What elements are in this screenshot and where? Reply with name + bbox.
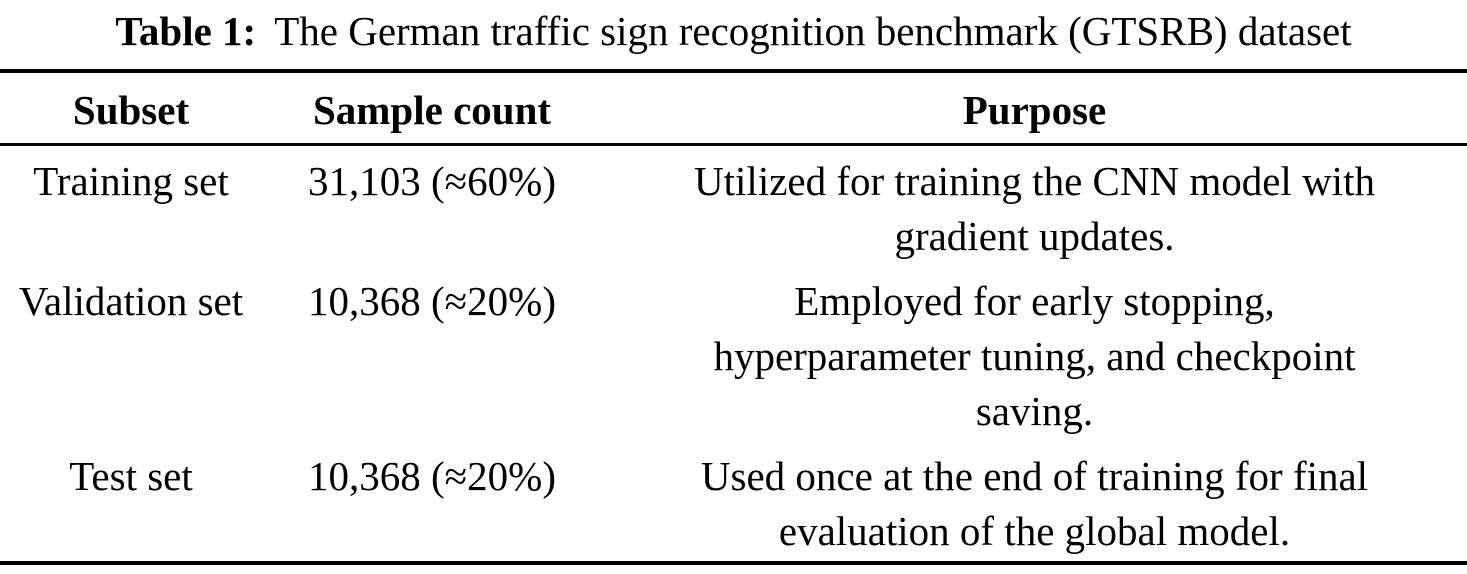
sample-count-cell: 10,368 (≈20%) <box>308 453 556 499</box>
table-row: Test set 10,368 (≈20%) Used once at the … <box>0 441 1467 563</box>
purpose-text: Utilized for training the CNN model with… <box>694 158 1375 259</box>
gtsrb-dataset-table: Subset Sample count Purpose Training set… <box>0 69 1467 565</box>
purpose-cell: Used once at the end of training for fin… <box>602 441 1467 563</box>
purpose-cell: Employed for early stopping, hyperparame… <box>602 266 1467 441</box>
purpose-cell: Utilized for training the CNN model with… <box>602 145 1467 267</box>
table-caption-text: The German traffic sign recognition benc… <box>274 8 1352 54</box>
table-row: Training set 31,103 (≈60%) Utilized for … <box>0 145 1467 267</box>
subset-cell: Validation set <box>18 278 244 324</box>
subset-cell: Training set <box>33 158 229 204</box>
purpose-text: Used once at the end of training for fin… <box>700 453 1369 554</box>
subset-cell: Test set <box>69 453 193 499</box>
column-header-purpose: Purpose <box>602 71 1467 146</box>
table-caption: Table 1: The German traffic sign recognit… <box>0 0 1467 69</box>
table-caption-label: Table 1: <box>115 8 257 54</box>
column-header-subset: Subset <box>0 71 262 146</box>
table-header-row: Subset Sample count Purpose <box>0 71 1467 146</box>
column-header-sample-count: Sample count <box>262 71 602 146</box>
purpose-text: Employed for early stopping, hyperparame… <box>713 278 1356 434</box>
sample-count-cell: 10,368 (≈20%) <box>308 278 556 324</box>
sample-count-cell: 31,103 (≈60%) <box>308 158 556 204</box>
table-row: Validation set 10,368 (≈20%) Employed fo… <box>0 266 1467 441</box>
